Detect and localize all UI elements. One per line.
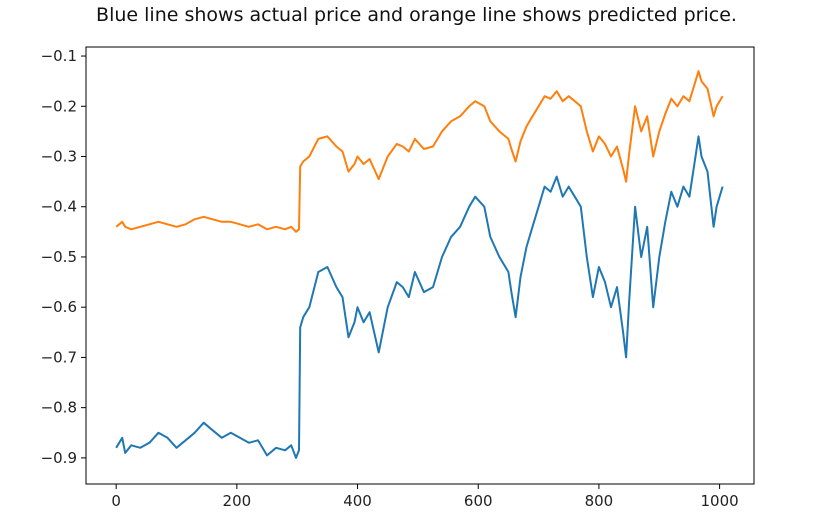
y-tick-label: −0.8: [41, 399, 77, 417]
x-tick-label: 800: [585, 492, 614, 510]
y-tick-label: −0.5: [41, 248, 77, 266]
x-tick-label: 0: [111, 492, 121, 510]
x-tick-label: 600: [464, 492, 493, 510]
y-tick-label: −0.9: [41, 449, 77, 467]
y-tick-label: −0.4: [41, 198, 77, 216]
x-tick-label: 200: [223, 492, 252, 510]
y-tick-label: −0.2: [41, 97, 77, 115]
y-tick-label: −0.7: [41, 348, 77, 366]
series-line-1: [115, 135, 724, 459]
chart-title: Blue line shows actual price and orange …: [96, 4, 737, 26]
x-tick-label: 1000: [701, 492, 739, 510]
plot-frame: [85, 46, 755, 485]
series-layer: [115, 70, 724, 459]
x-tick-label: 400: [343, 492, 372, 510]
axes-layer: 0 200 400 600 800 1000 −0.1 −0.2 −0.3 −0.4 −0.5 −0.…: [41, 47, 739, 510]
y-tick-label: −0.3: [41, 148, 77, 166]
series-line-2: [115, 70, 724, 233]
y-tick-label: −0.6: [41, 298, 77, 316]
y-tick-label: −0.1: [41, 47, 77, 65]
